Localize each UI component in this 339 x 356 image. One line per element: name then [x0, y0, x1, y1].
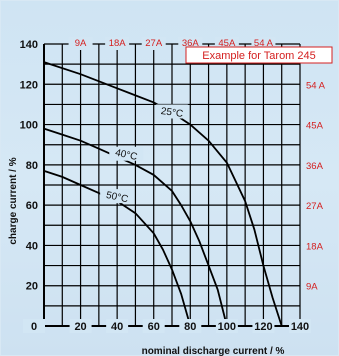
ampere-label-top: 54 A [254, 38, 274, 49]
ampere-label-top: 27A [145, 38, 163, 49]
annotation-box: Example for Tarom 245 [185, 46, 333, 64]
x-tick-label: 140 [291, 321, 309, 333]
ampere-label-top: 9A [75, 38, 87, 49]
series-label-bg [100, 189, 135, 204]
x-tick-label: 40 [111, 321, 123, 333]
x-axis-title: nominal discharge current / % [142, 346, 285, 356]
series-label-bg [109, 146, 144, 161]
ampere-label-right: 54 A [306, 80, 326, 91]
x-tick-label-bg [289, 319, 311, 333]
grid [44, 44, 300, 326]
x-tick-label: 20 [74, 321, 86, 333]
ampere-label-right: 9A [306, 282, 318, 293]
ampere-label-right: 36A [306, 161, 324, 172]
y-tick-label: 60 [26, 200, 38, 212]
ampere-label-top: 18A [109, 38, 127, 49]
y-tick-label: 20 [26, 281, 38, 293]
y-axis-title: charge current / % [8, 157, 19, 244]
series-label: 25°C [160, 106, 184, 120]
series-label: 40°C [114, 148, 138, 163]
ampere-label-top-bg [141, 37, 166, 50]
x-tick-label-bg [179, 319, 202, 333]
x-tick-label-bg [252, 319, 275, 333]
x-tick-label-bg [215, 319, 238, 333]
x-tick-label-bg [69, 319, 92, 333]
labels: 20 40 60 80 100 120 140 0 20 40 60 80 100 120 140 9A 18A… [20, 37, 326, 333]
series-label: 50°C [105, 190, 129, 205]
ampere-label-right: 45A [306, 121, 324, 132]
ampere-label-top: 36A [182, 38, 200, 49]
series-line [43, 170, 192, 327]
y-tick-label: 80 [26, 160, 38, 172]
x-tick-label: 100 [218, 321, 236, 333]
x-tick-label-bg [23, 319, 45, 333]
x-tick-label: 120 [254, 321, 272, 333]
x-tick-label: 60 [148, 321, 160, 333]
x-tick-label-bg [106, 319, 129, 333]
x-tick-label-bg [142, 319, 165, 333]
y-tick-label: 100 [20, 120, 38, 132]
ampere-label-right: 18A [306, 241, 324, 252]
y-tick-label: 120 [20, 79, 38, 91]
series-line [43, 61, 283, 327]
ampere-label-top-bg [105, 37, 130, 50]
x-tick-label: 80 [184, 321, 196, 333]
ampere-label-top: 45A [218, 38, 236, 49]
series-line [43, 127, 228, 327]
series-lines [43, 61, 283, 327]
y-tick-label: 40 [26, 240, 38, 252]
series-label-bg [155, 104, 189, 119]
x-tick-label: 0 [31, 321, 37, 333]
ampere-label-top-bg [68, 37, 93, 50]
ampere-label-right: 27A [306, 201, 324, 212]
y-tick-label: 140 [20, 39, 38, 51]
annotation-text: Example for Tarom 245 [202, 50, 316, 62]
